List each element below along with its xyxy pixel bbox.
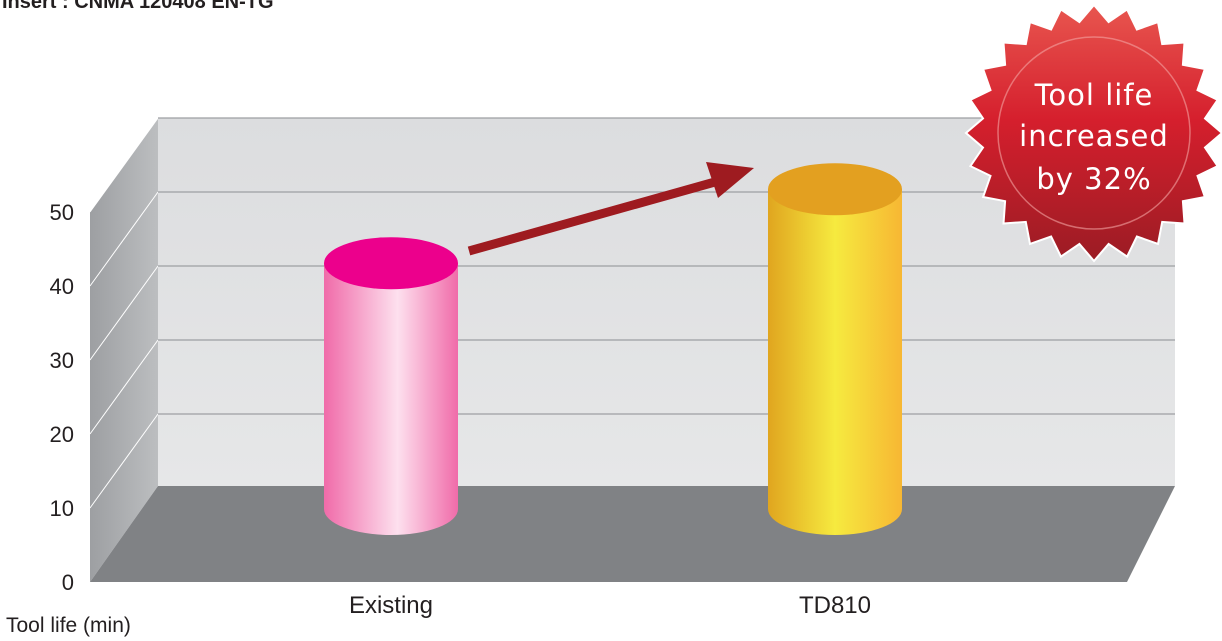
gridline-side — [89, 339, 159, 435]
improvement-badge: Tool life increased by 32% — [964, 3, 1222, 263]
bar-top — [324, 237, 458, 290]
badge-ring — [997, 36, 1191, 230]
y-tick-label: 30 — [50, 348, 74, 373]
chart-floor — [90, 486, 1175, 582]
y-tick-label: 50 — [50, 200, 74, 225]
category-label: TD810 — [799, 592, 871, 619]
gridline-side — [89, 191, 159, 287]
badge-text-line: increased — [1019, 119, 1169, 153]
badge-text-line: by 32% — [1036, 162, 1151, 196]
y-tick-label: 20 — [50, 422, 74, 447]
category-labels: Existing TD810 — [349, 592, 871, 619]
y-axis-label: Tool life (min) — [6, 614, 131, 637]
gridline-side — [89, 265, 159, 361]
side-wall — [90, 118, 158, 582]
y-tick-label: 40 — [50, 274, 74, 299]
bar-2 — [768, 163, 902, 535]
bar-top — [768, 163, 902, 216]
gridline-side — [89, 413, 159, 509]
increase-arrow — [467, 162, 754, 256]
chart-title: Insert : CNMA 120408 EN-TG — [2, 0, 274, 13]
starburst-shape — [964, 3, 1222, 263]
bar-body — [324, 263, 458, 535]
y-axis-ticks: 0 10 20 30 40 50 — [50, 200, 74, 595]
bar-1 — [324, 237, 458, 535]
y-tick-label: 10 — [50, 496, 74, 521]
y-tick-label: 0 — [62, 570, 74, 595]
badge-text-line: Tool life — [1034, 78, 1154, 112]
gridline-side — [89, 117, 159, 213]
bars — [324, 163, 902, 535]
category-label: Existing — [349, 592, 433, 619]
bar-body — [768, 189, 902, 535]
